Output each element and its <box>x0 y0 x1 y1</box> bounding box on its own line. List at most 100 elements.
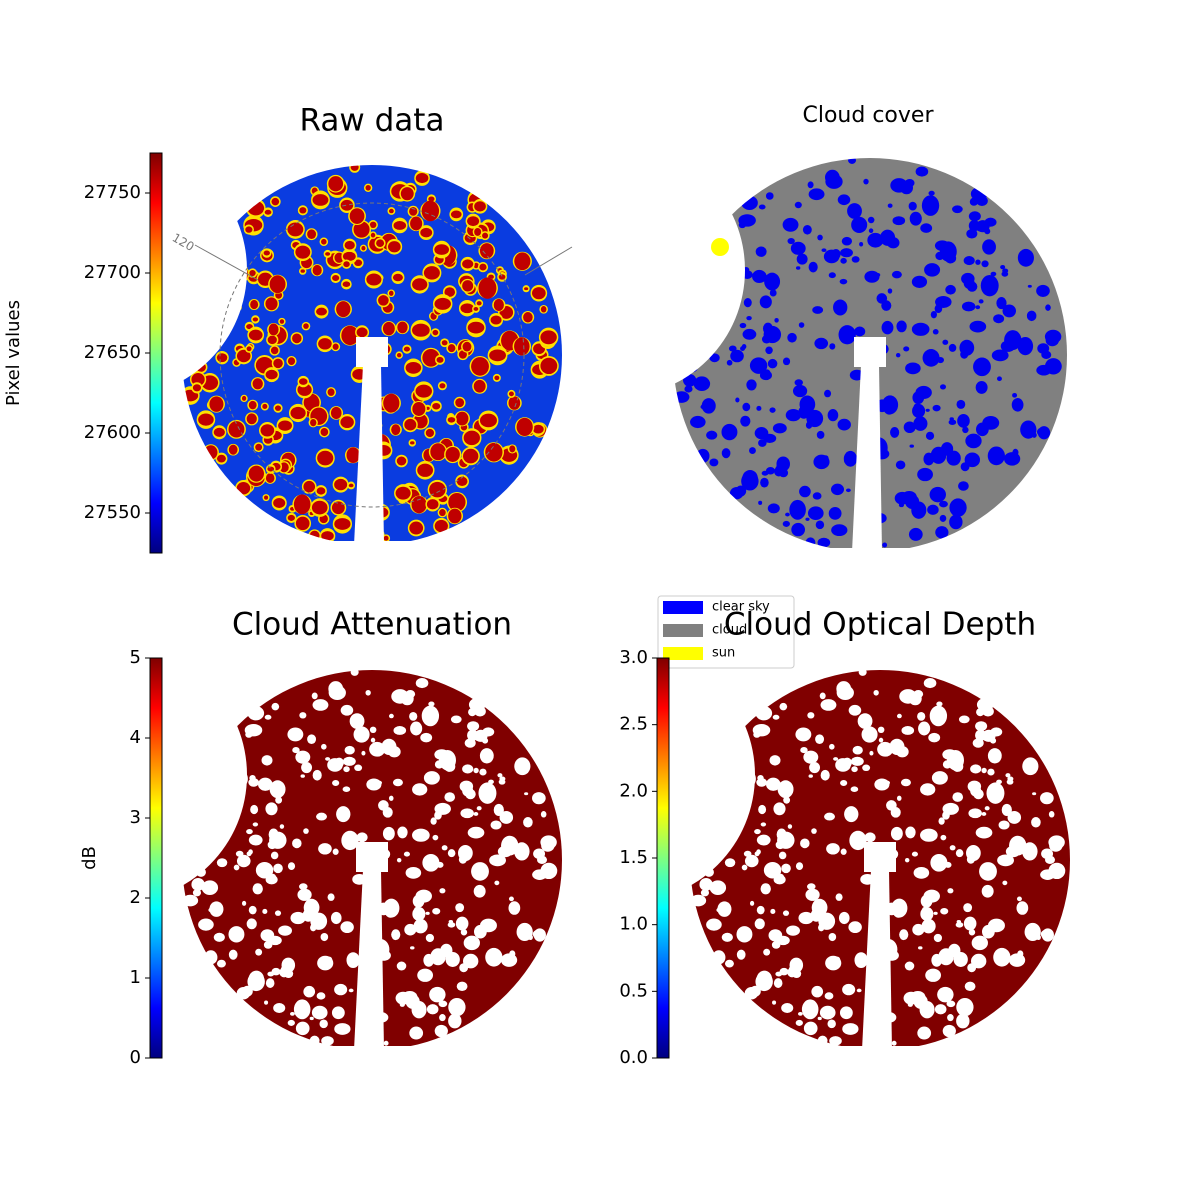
blob <box>248 465 265 482</box>
blob <box>209 396 224 412</box>
blob <box>829 343 836 350</box>
blob <box>807 883 816 890</box>
blob <box>273 863 283 874</box>
blob <box>683 373 697 387</box>
blob <box>921 195 940 216</box>
blob <box>482 737 489 744</box>
blob <box>756 405 762 411</box>
blob <box>1017 950 1024 958</box>
blob <box>1048 835 1065 850</box>
blob <box>260 929 275 942</box>
blob <box>818 923 825 932</box>
blob <box>863 178 869 185</box>
blob <box>777 780 794 799</box>
blob <box>321 743 327 750</box>
blob <box>739 322 747 329</box>
blob <box>299 207 307 214</box>
blob <box>973 357 991 377</box>
blob <box>365 689 371 696</box>
blob <box>801 999 819 1020</box>
blob <box>990 737 997 744</box>
blob <box>417 463 434 477</box>
blob <box>432 329 439 336</box>
blob <box>758 500 763 505</box>
blob <box>903 991 919 1005</box>
blob <box>947 888 954 894</box>
blob <box>911 501 927 519</box>
blob <box>388 795 394 801</box>
blob <box>812 306 824 314</box>
blob <box>346 447 360 464</box>
blob <box>393 726 407 735</box>
blob <box>968 929 976 936</box>
blob <box>930 853 948 872</box>
blob <box>828 506 842 520</box>
blob <box>763 861 782 879</box>
blob <box>309 530 320 541</box>
blob <box>299 712 307 719</box>
blob <box>248 329 263 341</box>
blob <box>293 494 311 515</box>
blob <box>758 439 767 447</box>
blob <box>318 338 332 350</box>
blob <box>236 854 251 868</box>
blob <box>821 248 827 253</box>
blob <box>303 985 316 998</box>
blob <box>420 732 433 743</box>
blob <box>714 306 728 317</box>
blob <box>754 427 769 440</box>
blob <box>1001 803 1012 816</box>
blob <box>726 262 742 280</box>
blob <box>508 396 521 410</box>
blob <box>509 950 516 958</box>
blob <box>687 363 698 373</box>
blob <box>975 305 981 310</box>
blob <box>1012 448 1019 456</box>
colorbar-tick-label: 27750 <box>84 182 141 203</box>
blob <box>317 955 334 971</box>
blob <box>746 316 752 321</box>
blob <box>923 678 937 689</box>
blob <box>195 799 202 806</box>
blob <box>938 948 954 966</box>
blob <box>969 320 987 333</box>
blob <box>839 1006 853 1020</box>
colorbar-label: dB <box>79 846 100 870</box>
blob <box>874 778 890 791</box>
blob <box>759 295 772 309</box>
blob <box>743 810 749 815</box>
blob <box>698 264 708 273</box>
blob <box>340 199 354 211</box>
blob <box>920 783 936 796</box>
blob <box>476 301 482 306</box>
blob <box>854 952 868 969</box>
blob <box>996 376 1002 382</box>
blob <box>868 228 874 234</box>
blob <box>490 315 502 325</box>
blob <box>942 760 952 769</box>
blob <box>844 806 859 823</box>
blob <box>752 269 767 284</box>
blob <box>808 774 813 778</box>
blob <box>246 851 252 857</box>
blob <box>771 755 778 761</box>
blob <box>458 350 467 359</box>
blob <box>1048 862 1066 880</box>
colorbar-tick-label: 2.5 <box>619 714 648 735</box>
blob <box>848 704 862 716</box>
blob <box>957 413 970 428</box>
blob <box>301 761 313 774</box>
blob <box>320 933 329 942</box>
blob <box>975 259 981 265</box>
blob <box>434 519 448 533</box>
blob <box>729 812 743 823</box>
blob <box>378 295 389 306</box>
blob <box>540 330 557 345</box>
blob <box>881 320 894 335</box>
blob <box>191 373 205 386</box>
blob <box>479 413 497 428</box>
blob <box>911 275 928 288</box>
blob <box>919 1000 935 1019</box>
blob <box>757 774 764 782</box>
blob <box>532 287 546 300</box>
